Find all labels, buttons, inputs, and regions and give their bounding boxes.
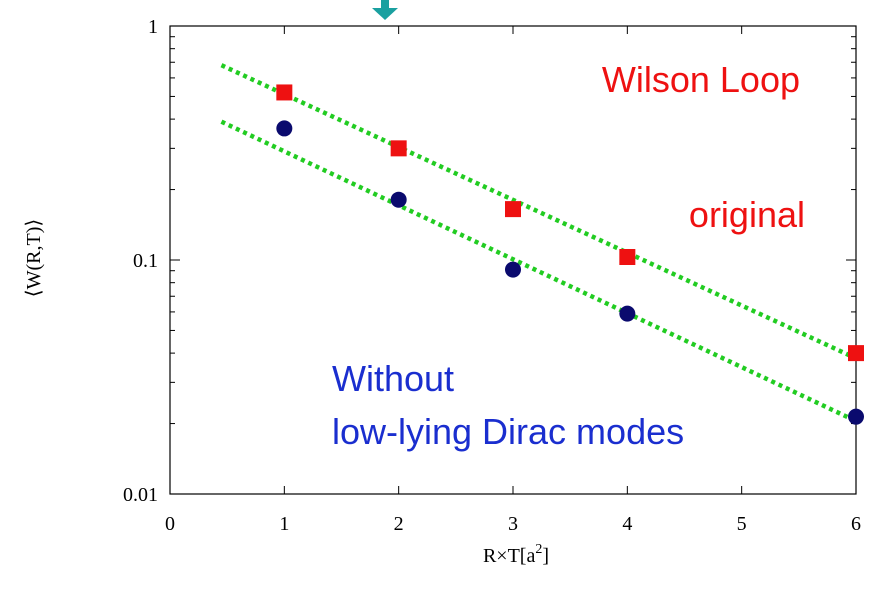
y-axis-label: ⟨W(R,T)⟩ bbox=[23, 219, 45, 297]
y-tick-label: 0.1 bbox=[133, 250, 158, 272]
annotation-wilson-loop: Wilson Loop bbox=[602, 59, 800, 100]
data-point-circle bbox=[619, 305, 636, 322]
data-point-square bbox=[848, 345, 864, 362]
x-tick-label: 4 bbox=[622, 513, 632, 535]
x-axis-label: R×T[a2] bbox=[483, 542, 549, 567]
data-point-circle bbox=[848, 408, 864, 425]
pointer-arrow bbox=[372, 0, 398, 20]
x-axis-label-superscript: 2 bbox=[535, 542, 542, 557]
data-point-circle bbox=[505, 261, 521, 278]
annotation-low-lying-dirac-modes: low-lying Dirac modes bbox=[332, 411, 684, 452]
data-point-circle bbox=[390, 191, 407, 208]
annotation-original: original bbox=[689, 194, 805, 235]
x-tick-label: 2 bbox=[394, 513, 404, 535]
x-tick-label: 5 bbox=[737, 513, 747, 535]
fit-line bbox=[220, 119, 857, 424]
x-tick-label: 6 bbox=[851, 513, 861, 535]
fit-lines bbox=[220, 63, 857, 424]
x-tick-label: 0 bbox=[165, 513, 175, 535]
axis-ticks: 0 1 2 3 4 5 6 0.01 0.1 1 bbox=[123, 16, 861, 535]
data-point-circle bbox=[276, 120, 293, 137]
y-tick-label: 1 bbox=[148, 16, 158, 38]
x-axis-label-close: ] bbox=[542, 545, 549, 567]
data-point-square bbox=[390, 140, 407, 157]
data-points bbox=[276, 84, 864, 425]
data-point-square bbox=[276, 84, 293, 101]
y-tick-label: 0.01 bbox=[123, 484, 158, 506]
x-tick-label: 3 bbox=[508, 513, 518, 535]
data-point-square bbox=[619, 248, 636, 265]
annotation-without: Without bbox=[332, 358, 454, 399]
x-tick-label: 1 bbox=[279, 513, 289, 535]
data-point-square bbox=[505, 201, 521, 218]
